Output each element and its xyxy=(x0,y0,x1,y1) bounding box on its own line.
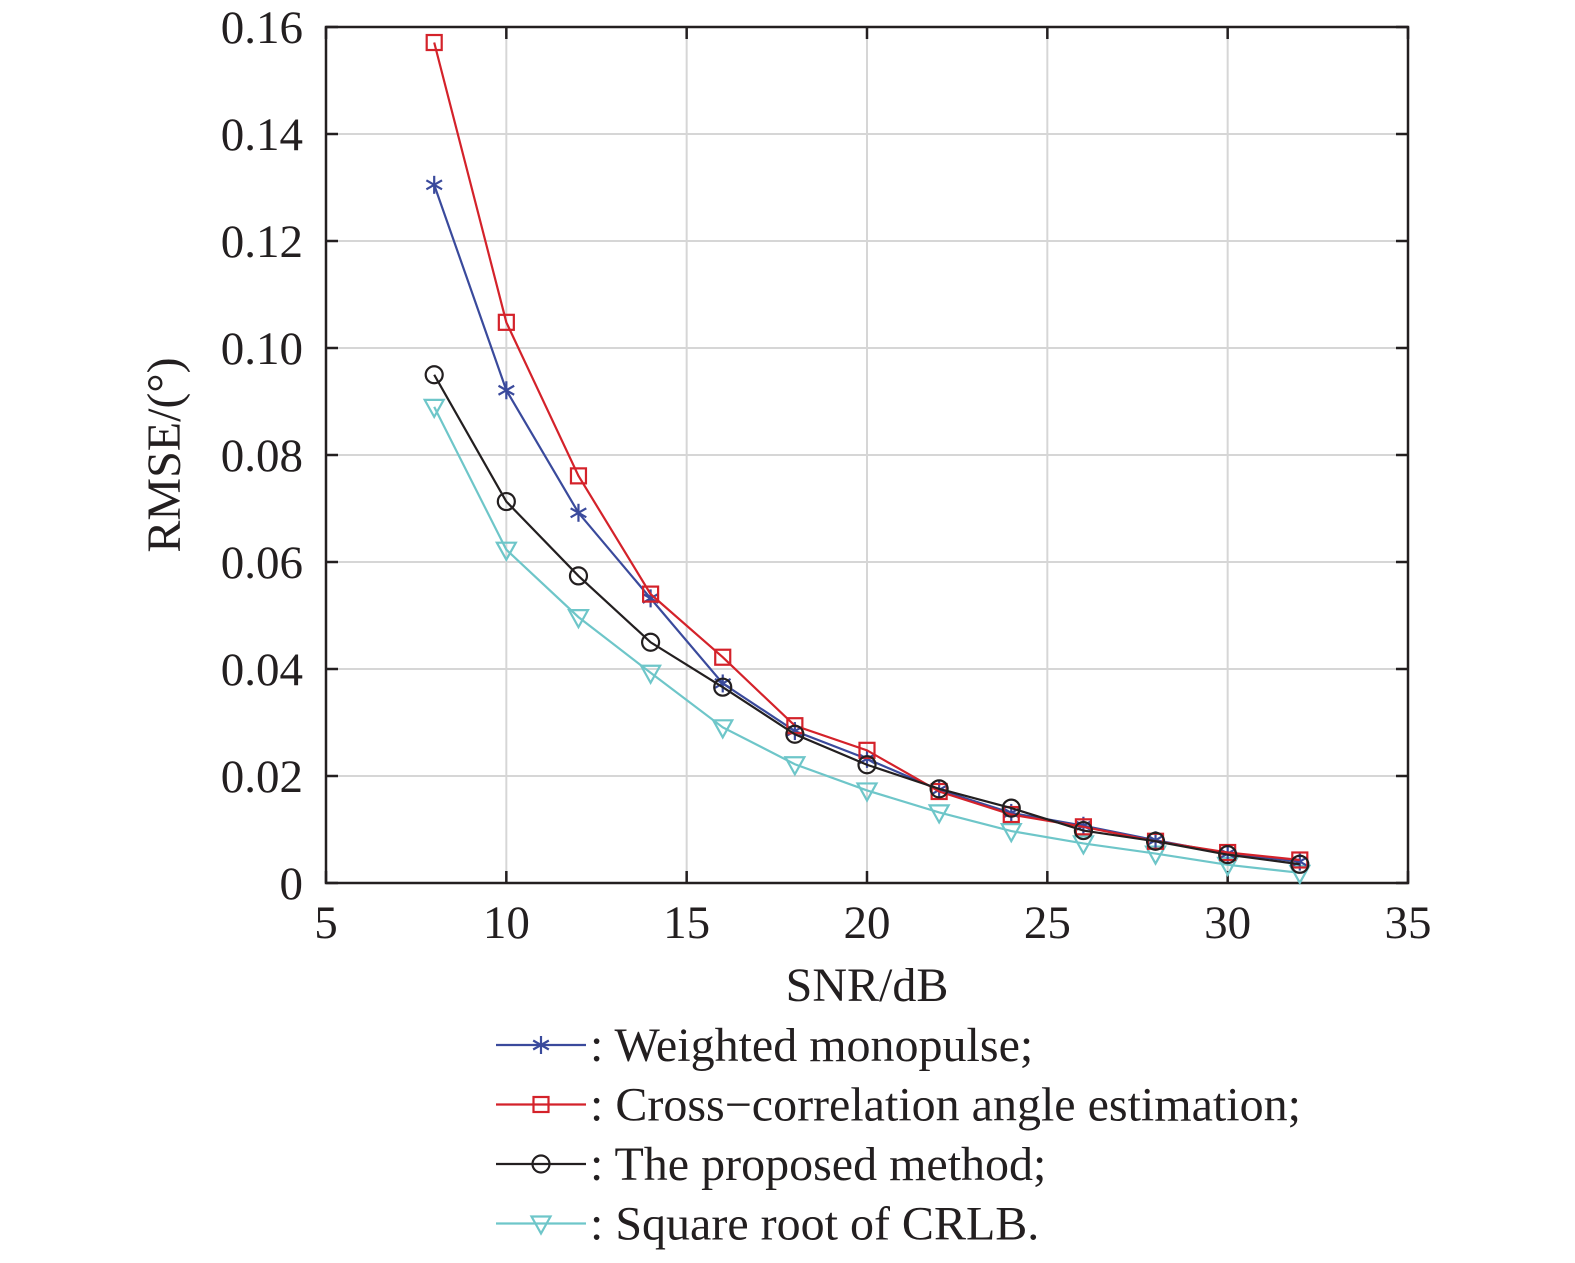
circle-marker xyxy=(568,566,589,586)
triangle-marker xyxy=(783,756,807,777)
triangle-marker xyxy=(711,719,735,740)
circle-marker xyxy=(424,365,444,385)
triangle-marker xyxy=(855,782,879,803)
asterisk-marker xyxy=(532,1036,550,1054)
asterisk-stroke xyxy=(532,1039,550,1051)
triangle-marker xyxy=(567,609,590,630)
triangle-marker xyxy=(1072,835,1095,856)
legend-label: : Weighted monopulse; xyxy=(590,1019,1033,1072)
triangle-marker xyxy=(639,664,662,685)
x-axis-label: SNR/dB xyxy=(786,959,949,1012)
triangle-marker xyxy=(927,804,951,825)
axis-ticks: 5 10 15 20 25 30 35 0 0.02 0.04 0.06 0.08 0.10 0.12 0.… xyxy=(221,2,1432,949)
grid xyxy=(326,27,1408,883)
triangle-marker xyxy=(529,1215,553,1236)
y-axis-label: RMSE/(°) xyxy=(138,357,191,552)
y-tick-label: 0.04 xyxy=(221,644,303,696)
series-circle xyxy=(424,365,1310,874)
triangle-marker xyxy=(494,541,518,562)
y-tick-label: 0.08 xyxy=(221,430,303,482)
circle-marker xyxy=(929,779,949,799)
x-tick-label: 35 xyxy=(1385,897,1432,949)
square-marker xyxy=(532,1095,550,1114)
x-tick-label: 15 xyxy=(663,897,710,949)
legend-item: : The proposed method; xyxy=(496,1138,1046,1191)
square-marker xyxy=(858,741,876,759)
triangle-marker xyxy=(999,823,1023,844)
series-line xyxy=(433,374,1300,866)
circle-marker xyxy=(1073,820,1094,841)
circle-marker xyxy=(785,724,805,744)
y-tick-label: 0.14 xyxy=(221,109,303,161)
circle-marker xyxy=(1001,798,1021,818)
circle-marker xyxy=(713,677,733,697)
circle-marker xyxy=(857,755,877,775)
square-marker xyxy=(497,313,515,331)
legend-label: : Cross−correlation angle estimation; xyxy=(590,1079,1301,1132)
asterisk-marker xyxy=(497,381,515,400)
x-tick-label: 30 xyxy=(1204,897,1251,949)
x-tick-label: 25 xyxy=(1024,897,1071,949)
series-layer xyxy=(422,33,1312,886)
series-triangle-down xyxy=(422,398,1312,886)
x-tick-label: 10 xyxy=(483,897,530,949)
circle-marker xyxy=(1290,854,1310,874)
legend-item: : Weighted monopulse; xyxy=(496,1019,1033,1072)
legend-label: : Square root of CRLB. xyxy=(590,1198,1039,1251)
asterisk-stroke xyxy=(425,179,443,191)
asterisk-marker xyxy=(570,503,587,522)
y-tick-label: 0 xyxy=(280,858,304,910)
legend: : Weighted monopulse; : Cross−correlation… xyxy=(496,1019,1301,1251)
circle-marker xyxy=(1145,831,1166,851)
y-tick-label: 0.06 xyxy=(221,537,303,589)
asterisk-stroke xyxy=(497,384,515,396)
square-marker xyxy=(569,467,588,485)
square-marker xyxy=(425,33,443,52)
asterisk-marker xyxy=(425,175,443,194)
legend-item: : Cross−correlation angle estimation; xyxy=(496,1079,1301,1132)
legend-label: : The proposed method; xyxy=(590,1138,1046,1191)
circle-marker xyxy=(640,632,661,652)
y-tick-label: 0.02 xyxy=(221,751,303,803)
y-tick-label: 0.10 xyxy=(221,323,303,375)
x-tick-label: 20 xyxy=(844,897,891,949)
triangle-marker xyxy=(422,398,446,420)
series-line xyxy=(433,406,1300,874)
circle-marker xyxy=(531,1154,551,1174)
circle-marker xyxy=(1218,845,1238,865)
legend-item: : Square root of CRLB. xyxy=(496,1198,1039,1251)
x-tick-label: 5 xyxy=(314,897,338,949)
y-tick-label: 0.16 xyxy=(221,2,303,54)
asterisk-stroke xyxy=(570,507,587,519)
square-marker xyxy=(641,585,660,603)
square-marker xyxy=(714,648,732,666)
y-tick-label: 0.12 xyxy=(221,216,303,268)
circle-marker xyxy=(496,491,516,512)
